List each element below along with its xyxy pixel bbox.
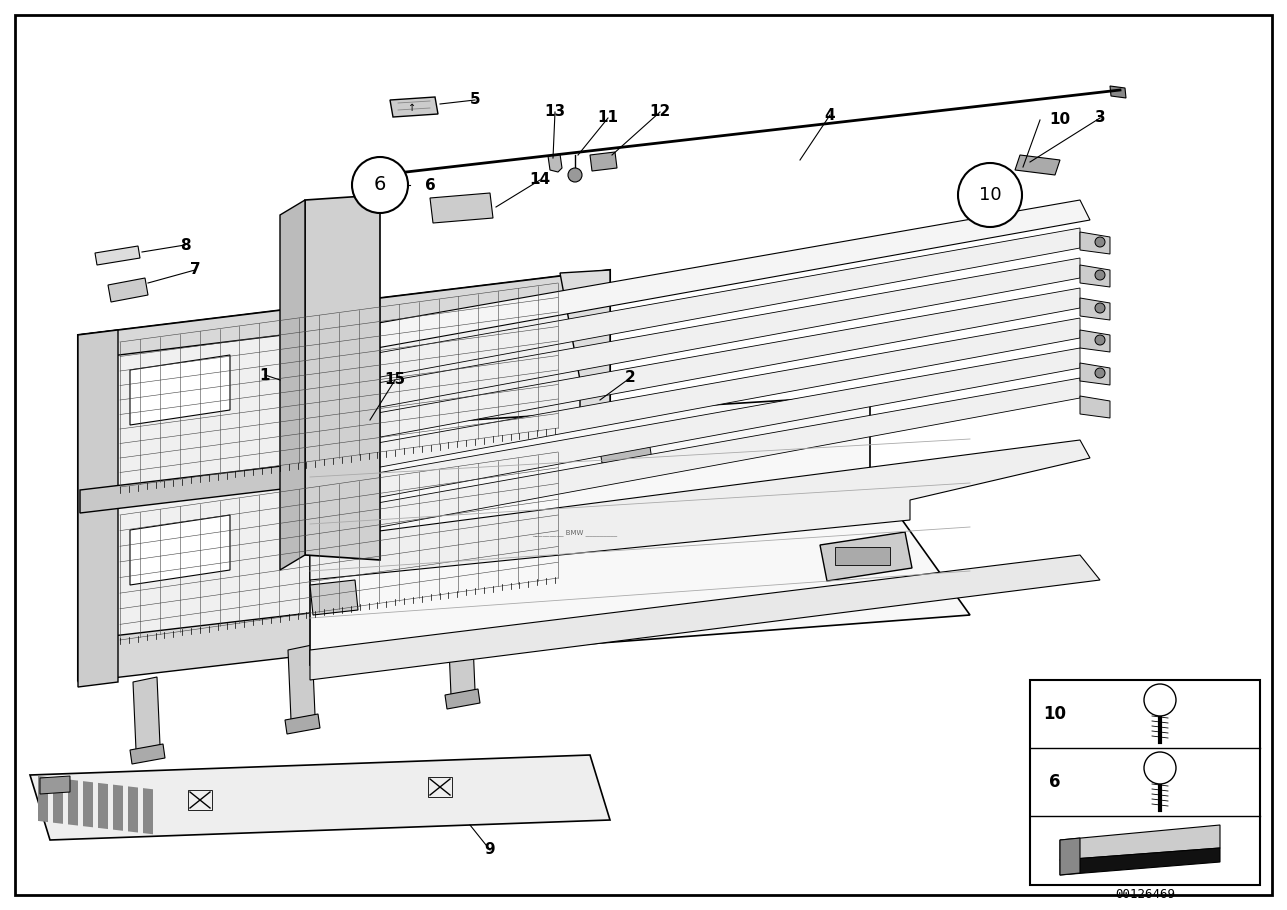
Text: 10: 10 (1049, 113, 1071, 127)
Polygon shape (1080, 232, 1109, 254)
Polygon shape (79, 270, 610, 360)
Text: ↑: ↑ (408, 103, 416, 113)
Text: 1: 1 (260, 368, 270, 382)
Circle shape (1095, 303, 1106, 313)
Polygon shape (1060, 825, 1220, 860)
Polygon shape (284, 714, 320, 734)
Circle shape (958, 163, 1022, 227)
Polygon shape (310, 258, 1080, 420)
Polygon shape (560, 270, 610, 620)
Polygon shape (548, 154, 562, 172)
Polygon shape (430, 193, 493, 223)
Text: 6: 6 (425, 177, 435, 193)
Text: 3: 3 (1095, 110, 1106, 126)
Polygon shape (310, 440, 1090, 580)
Polygon shape (310, 348, 1080, 510)
Bar (835, 547, 891, 565)
Text: 12: 12 (650, 105, 671, 119)
Polygon shape (1080, 265, 1109, 287)
Polygon shape (375, 170, 393, 183)
Polygon shape (1080, 363, 1109, 385)
Polygon shape (445, 689, 480, 709)
Polygon shape (68, 779, 79, 825)
Circle shape (1095, 237, 1106, 247)
Polygon shape (113, 784, 124, 831)
Bar (1030, 680, 1260, 885)
Circle shape (568, 168, 582, 182)
Polygon shape (308, 416, 369, 451)
Polygon shape (820, 532, 912, 581)
Polygon shape (310, 395, 970, 665)
Circle shape (353, 157, 408, 213)
Text: 10: 10 (1044, 705, 1067, 723)
Text: 6: 6 (1049, 773, 1060, 791)
Polygon shape (30, 755, 610, 840)
Text: 10: 10 (978, 186, 1001, 204)
Polygon shape (310, 288, 1080, 450)
Polygon shape (1109, 86, 1126, 98)
Polygon shape (127, 786, 138, 833)
Polygon shape (450, 510, 700, 542)
Circle shape (1095, 335, 1106, 345)
Circle shape (1095, 270, 1106, 280)
Polygon shape (98, 783, 108, 829)
Polygon shape (1060, 848, 1220, 875)
Polygon shape (281, 200, 305, 570)
Bar (188, 790, 212, 810)
Polygon shape (1080, 298, 1109, 320)
Polygon shape (310, 318, 1080, 480)
Polygon shape (310, 378, 1080, 540)
Polygon shape (143, 788, 153, 834)
Polygon shape (53, 778, 63, 824)
Polygon shape (288, 645, 315, 720)
Polygon shape (79, 270, 610, 680)
Polygon shape (310, 200, 1090, 360)
Polygon shape (390, 97, 438, 117)
Polygon shape (80, 427, 610, 513)
Polygon shape (130, 744, 165, 764)
Circle shape (1095, 368, 1106, 378)
Text: 00126469: 00126469 (1115, 888, 1175, 902)
Circle shape (1144, 752, 1176, 784)
Polygon shape (448, 620, 475, 695)
Text: 11: 11 (597, 110, 619, 126)
Polygon shape (310, 228, 1080, 390)
Polygon shape (589, 152, 616, 171)
Text: 15: 15 (385, 372, 405, 388)
Text: 13: 13 (544, 105, 565, 119)
Text: 5: 5 (470, 93, 480, 107)
Polygon shape (1080, 330, 1109, 352)
Polygon shape (310, 555, 1100, 680)
Text: 6: 6 (373, 176, 386, 195)
Text: 2: 2 (624, 370, 636, 386)
Polygon shape (79, 330, 118, 687)
Polygon shape (108, 278, 148, 302)
Polygon shape (39, 776, 48, 822)
Polygon shape (82, 781, 93, 827)
Polygon shape (95, 246, 140, 265)
Polygon shape (600, 447, 653, 463)
Text: 8: 8 (180, 238, 190, 252)
Polygon shape (1060, 838, 1080, 875)
Text: 14: 14 (529, 173, 551, 187)
Text: _________ BMW _________: _________ BMW _________ (533, 530, 618, 536)
Polygon shape (130, 515, 230, 585)
Bar (429, 777, 452, 797)
Circle shape (1144, 684, 1176, 716)
Text: 4: 4 (825, 107, 835, 123)
Text: 7: 7 (189, 262, 201, 278)
Polygon shape (79, 578, 610, 682)
Polygon shape (305, 195, 380, 560)
Polygon shape (1080, 396, 1109, 418)
Polygon shape (1015, 155, 1060, 175)
Polygon shape (130, 355, 230, 425)
Polygon shape (40, 776, 69, 794)
Polygon shape (133, 677, 160, 750)
Polygon shape (310, 580, 358, 615)
Text: 9: 9 (485, 843, 495, 857)
